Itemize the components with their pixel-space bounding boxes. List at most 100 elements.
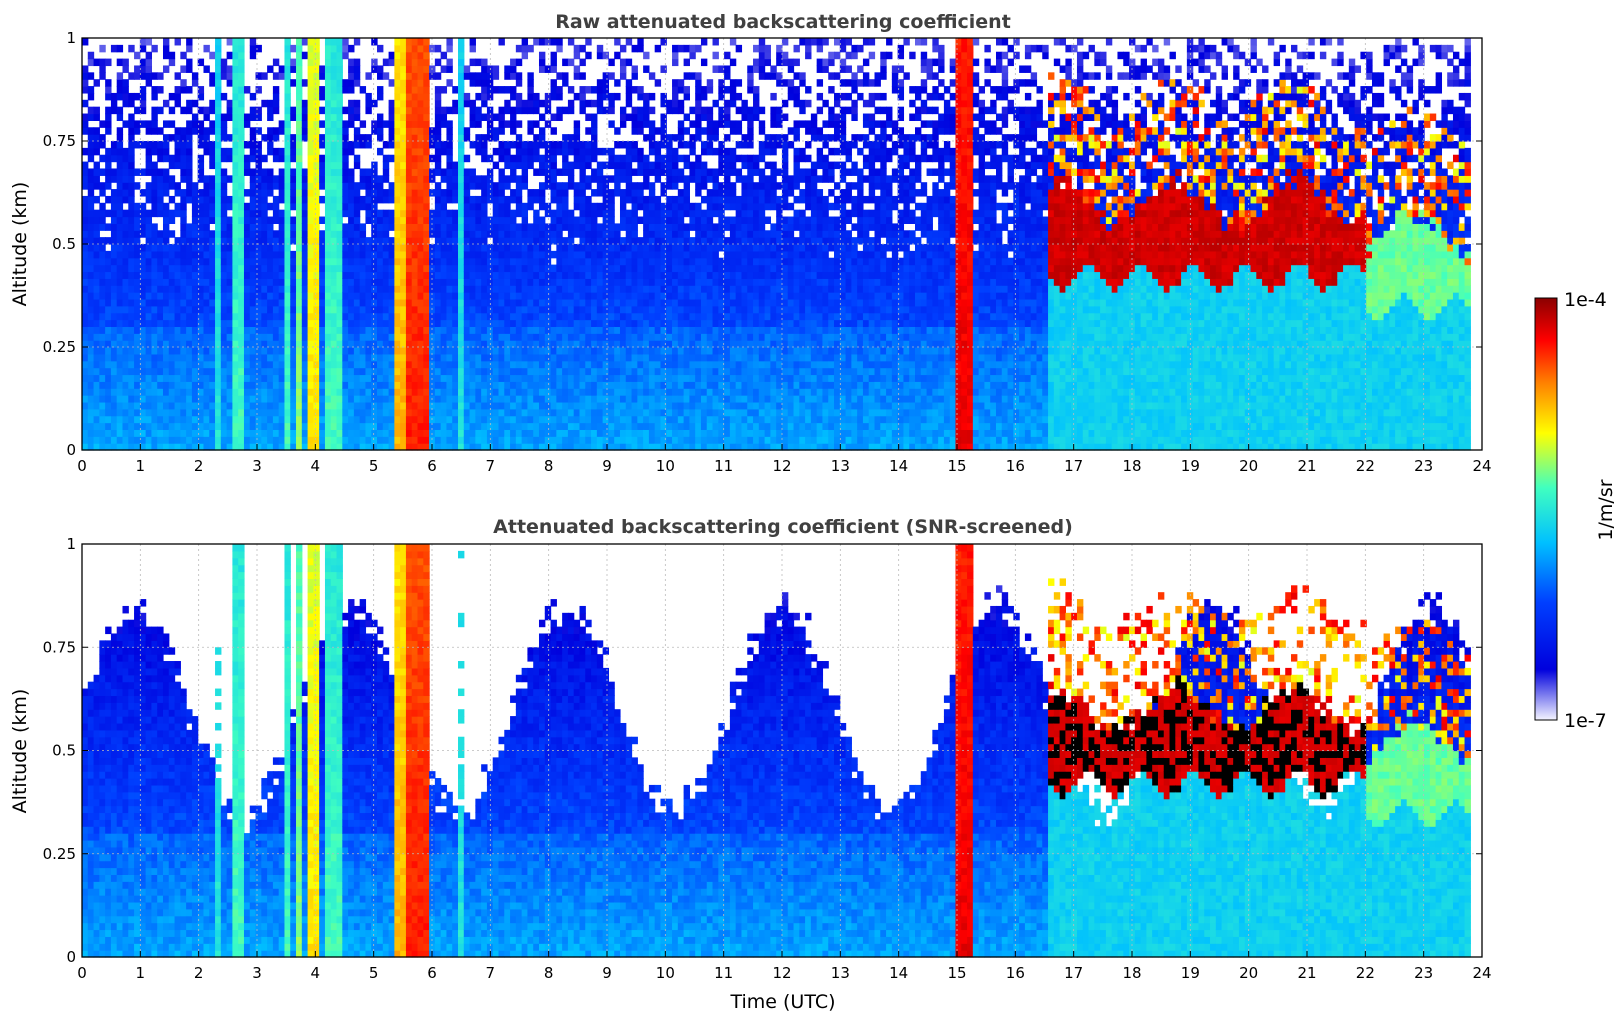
heatmap-cell	[226, 367, 233, 376]
heatmap-cell	[267, 134, 274, 142]
heatmap-cell	[284, 319, 291, 327]
heatmap-cell	[313, 237, 320, 245]
heatmap-cell	[463, 408, 471, 417]
heatmap-cell	[307, 209, 314, 218]
heatmap-cell	[405, 443, 413, 451]
heatmap-cell	[417, 223, 424, 231]
heatmap-cell	[608, 319, 615, 327]
heatmap-cell	[87, 415, 95, 424]
heatmap-cell	[573, 381, 581, 389]
heatmap-cell	[87, 168, 95, 176]
heatmap-cell	[232, 79, 239, 87]
heatmap-cell	[585, 367, 592, 376]
heatmap-cell	[475, 147, 482, 156]
heatmap-cell	[296, 374, 303, 382]
heatmap-cell	[186, 154, 193, 163]
heatmap-cell	[377, 381, 384, 389]
heatmap-cell	[162, 340, 170, 348]
heatmap-cell	[417, 443, 424, 451]
heatmap-cell	[82, 244, 89, 252]
heatmap-cell	[365, 292, 372, 300]
heatmap-cell	[405, 422, 413, 430]
heatmap-area	[82, 38, 1471, 451]
heatmap-cell	[238, 333, 245, 341]
heatmap-cell	[440, 189, 448, 197]
heatmap-cell	[313, 264, 320, 273]
heatmap-cell	[405, 92, 413, 101]
heatmap-cell	[209, 51, 216, 60]
heatmap-cell	[608, 99, 615, 108]
heatmap-cell	[567, 408, 575, 417]
heatmap-cell	[238, 388, 245, 396]
heatmap-cell	[186, 278, 193, 286]
heatmap-cell	[122, 147, 129, 156]
heatmap-cell	[481, 436, 488, 444]
heatmap-cell	[232, 319, 239, 327]
heatmap-cell	[128, 99, 135, 108]
heatmap-cell	[440, 250, 448, 259]
heatmap-cell	[423, 127, 430, 135]
heatmap-cell	[180, 86, 187, 94]
heatmap-cell	[319, 141, 326, 149]
heatmap-cell	[220, 340, 228, 348]
heatmap-cell	[157, 127, 164, 135]
heatmap-cell	[591, 257, 598, 266]
heatmap-cell	[544, 182, 552, 190]
heatmap-cell	[562, 340, 569, 348]
heatmap-cell	[238, 230, 245, 238]
heatmap-cell	[145, 401, 153, 410]
heatmap-cell	[197, 367, 205, 376]
heatmap-cell	[388, 209, 395, 218]
heatmap-cell	[602, 319, 610, 327]
heatmap-cell	[602, 360, 610, 369]
heatmap-cell	[481, 305, 488, 314]
heatmap-cell	[400, 189, 407, 197]
heatmap-cell	[342, 292, 349, 300]
heatmap-cell	[538, 141, 546, 149]
heatmap-cell	[99, 292, 106, 300]
heatmap-cell	[458, 319, 465, 327]
heatmap-cell	[249, 147, 257, 156]
heatmap-cell	[301, 264, 309, 273]
heatmap-cell	[139, 388, 147, 396]
heatmap-cell	[99, 298, 106, 307]
heatmap-cell	[469, 237, 476, 245]
heatmap-cell	[544, 250, 552, 259]
heatmap-cell	[284, 223, 291, 231]
heatmap-cell	[180, 51, 187, 60]
heatmap-cell	[371, 65, 378, 73]
heatmap-cell	[556, 189, 563, 197]
heatmap-cell	[232, 436, 239, 444]
heatmap-cell	[533, 99, 540, 108]
heatmap-cell	[99, 340, 106, 348]
heatmap-cell	[423, 168, 430, 176]
heatmap-cell	[533, 195, 540, 204]
heatmap-cell	[417, 340, 424, 348]
heatmap-cell	[434, 154, 442, 163]
heatmap-cell	[411, 333, 419, 341]
heatmap-cell	[521, 374, 529, 382]
heatmap-cell	[353, 333, 361, 341]
heatmap-cell	[238, 278, 245, 286]
heatmap-cell	[307, 127, 314, 135]
heatmap-cell	[232, 305, 239, 314]
heatmap-cell	[602, 195, 610, 204]
heatmap-cell	[486, 113, 494, 121]
heatmap-cell	[365, 141, 372, 149]
heatmap-cell	[567, 86, 575, 94]
heatmap-cell	[463, 326, 471, 334]
heatmap-cell	[278, 209, 286, 218]
heatmap-cell	[319, 230, 326, 238]
heatmap-cell	[492, 298, 500, 307]
heatmap-cell	[255, 271, 262, 279]
heatmap-cell	[353, 182, 361, 190]
heatmap-cell	[538, 134, 546, 142]
heatmap-cell	[203, 326, 210, 334]
heatmap-cell	[463, 134, 471, 142]
heatmap-cell	[625, 147, 633, 156]
heatmap-cell	[481, 292, 488, 300]
heatmap-cell	[591, 298, 598, 307]
heatmap-cell	[579, 347, 586, 355]
heatmap-cell	[538, 367, 546, 376]
heatmap-cell	[614, 388, 621, 396]
